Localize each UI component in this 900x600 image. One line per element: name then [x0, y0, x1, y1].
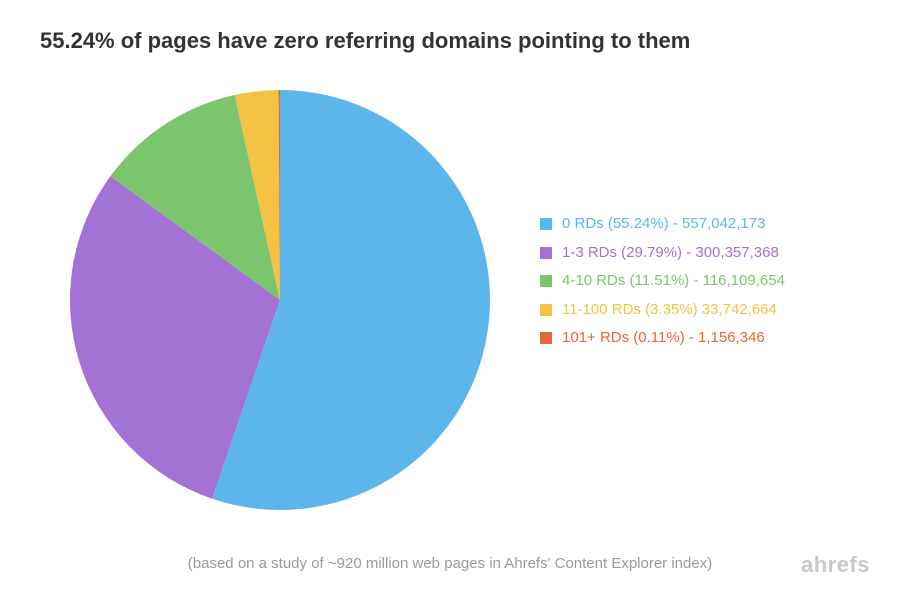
- legend: 0 RDs (55.24%) - 557,042,1731-3 RDs (29.…: [540, 210, 785, 353]
- legend-swatch: [540, 218, 552, 230]
- brand-logo: ahrefs: [801, 552, 870, 578]
- chart-title: 55.24% of pages have zero referring doma…: [40, 28, 690, 54]
- footnote: (based on a study of ~920 million web pa…: [0, 555, 900, 572]
- legend-swatch: [540, 275, 552, 287]
- legend-swatch: [540, 332, 552, 344]
- legend-item: 0 RDs (55.24%) - 557,042,173: [540, 210, 785, 239]
- legend-swatch: [540, 304, 552, 316]
- legend-item: 1-3 RDs (29.79%) - 300,357,368: [540, 239, 785, 268]
- legend-item: 101+ RDs (0.11%) - 1,156,346: [540, 324, 785, 353]
- legend-label: 1-3 RDs (29.79%) - 300,357,368: [562, 239, 779, 268]
- legend-label: 4-10 RDs (11.51%) - 116,109,654: [562, 267, 785, 296]
- legend-swatch: [540, 247, 552, 259]
- pie-chart: [70, 90, 490, 510]
- legend-item: 11-100 RDs (3.35%) 33,742,664: [540, 296, 785, 325]
- legend-item: 4-10 RDs (11.51%) - 116,109,654: [540, 267, 785, 296]
- legend-label: 11-100 RDs (3.35%) 33,742,664: [562, 296, 777, 325]
- legend-label: 101+ RDs (0.11%) - 1,156,346: [562, 324, 765, 353]
- legend-label: 0 RDs (55.24%) - 557,042,173: [562, 210, 765, 239]
